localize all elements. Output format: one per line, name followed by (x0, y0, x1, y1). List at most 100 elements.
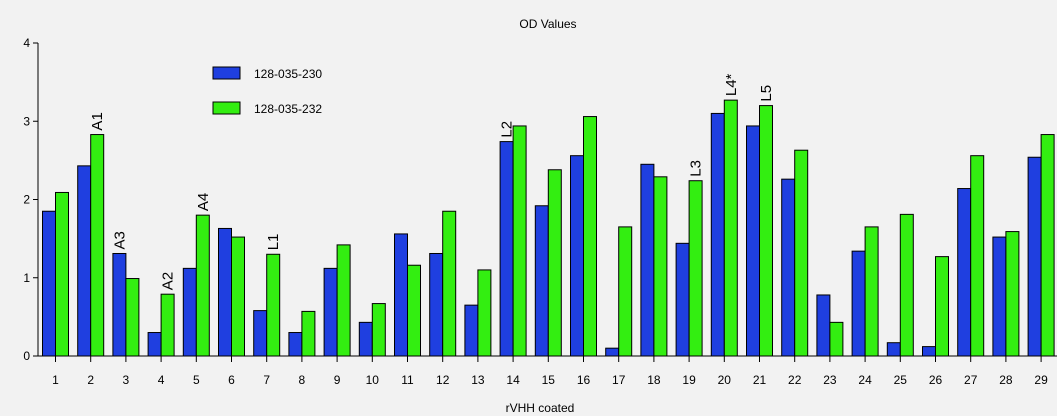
x-tick-label: 5 (193, 373, 200, 387)
x-tick-label: 19 (682, 373, 696, 387)
bar-series1-28 (992, 236, 1007, 357)
annotation-label: L3 (688, 160, 705, 177)
bar-series2-15 (547, 169, 562, 357)
bar-series2-9 (336, 244, 351, 357)
x-tick-label: 7 (263, 373, 270, 387)
x-tick-label: 16 (577, 373, 591, 387)
bar-series1-20 (710, 112, 725, 357)
x-tick-label: 29 (1034, 373, 1048, 387)
bar-series1-7 (253, 310, 268, 357)
bar-series2-4 (160, 293, 175, 357)
bar-series2-26 (935, 256, 949, 357)
legend-swatch (212, 66, 241, 80)
bar-series1-19 (675, 242, 690, 357)
bar-series1-4 (147, 332, 162, 357)
bar-series2-24 (864, 226, 879, 357)
x-axis: 1 2 3 4 5 6 7 8 9 10 11 12 13 14 15 16 17 18 19 20 21 22 23 24 2… (38, 355, 1057, 387)
x-tick-label: 24 (858, 373, 872, 387)
bar-series2-13 (477, 269, 492, 357)
x-tick-label: 20 (718, 373, 732, 387)
bar-series2-17 (618, 226, 633, 357)
bar-series2-12 (442, 210, 457, 357)
y-tick-label: 4 (23, 36, 30, 50)
bar-series2-27 (970, 155, 985, 357)
x-tick-label: 25 (894, 373, 908, 387)
x-tick-label: 10 (366, 373, 380, 387)
x-tick-label: 6 (228, 373, 235, 387)
bar-series2-22 (794, 149, 809, 357)
bar-series1-3 (112, 252, 127, 357)
bar-series2-2 (90, 134, 105, 357)
y-tick-label: 0 (23, 349, 30, 363)
bar-series1-15 (534, 205, 549, 357)
bar-series2-11 (407, 264, 421, 357)
x-tick-label: 12 (436, 373, 450, 387)
annotation-label: L4* (723, 73, 740, 96)
x-tick-label: 22 (788, 373, 802, 387)
bar-series2-18 (653, 176, 668, 357)
bar-series1-11 (394, 233, 408, 357)
bar-series2-14 (512, 125, 527, 357)
bar-series2-5 (195, 214, 210, 357)
legend: 128-035-230 128-035-232 (212, 66, 322, 116)
x-tick-label: 3 (123, 373, 130, 387)
bar-series1-27 (957, 188, 972, 357)
bar-series2-3 (125, 278, 140, 357)
legend-label: 128-035-230 (254, 67, 322, 81)
bar-series2-8 (301, 310, 316, 357)
x-tick-label: 23 (823, 373, 837, 387)
x-tick-label: 26 (929, 373, 943, 387)
annotation-label: L5 (758, 85, 775, 102)
annotation-label: A4 (195, 193, 212, 211)
y-tick-label: 3 (23, 114, 30, 128)
x-tick-label: 17 (612, 373, 626, 387)
bar-series1-17 (605, 347, 620, 357)
x-tick-label: 1 (52, 373, 59, 387)
legend-swatch (212, 101, 241, 115)
x-tick-label: 15 (542, 373, 556, 387)
bar-series1-26 (922, 346, 936, 357)
bar-series1-9 (323, 267, 338, 357)
x-tick-label: 9 (334, 373, 341, 387)
bar-series2-25 (899, 213, 914, 357)
annotation-label: L2 (499, 121, 516, 138)
x-tick-label: 28 (999, 373, 1013, 387)
x-tick-label: 21 (753, 373, 767, 387)
bar-series2-20 (723, 99, 738, 357)
legend-label: 128-035-232 (254, 102, 322, 116)
x-tick-label: 2 (87, 373, 94, 387)
x-tick-label: 4 (158, 373, 165, 387)
chart-title: OD Values (519, 17, 576, 31)
bar-series1-6 (218, 227, 232, 357)
x-tick-label: 13 (471, 373, 485, 387)
bar-series2-7 (266, 253, 281, 357)
y-axis: 0 1 2 3 4 (23, 36, 39, 363)
bar-series1-14 (499, 141, 514, 357)
bar-series2-1 (55, 191, 69, 357)
annotation-label: L1 (265, 234, 282, 251)
bar-series1-1 (42, 210, 56, 357)
bar-series1-29 (1027, 156, 1042, 357)
bar-series1-24 (851, 250, 866, 357)
bar-series1-23 (816, 294, 831, 357)
bar-series2-10 (371, 303, 386, 357)
x-tick-label: 8 (299, 373, 306, 387)
bar-series2-29 (1040, 134, 1055, 357)
bar-series2-28 (1005, 231, 1020, 357)
bar-series2-19 (688, 180, 703, 357)
annotation-label: A2 (160, 272, 177, 290)
y-tick-label: 2 (23, 193, 30, 207)
bar-series1-22 (781, 178, 796, 357)
bar-series1-12 (429, 252, 444, 357)
bar-series1-5 (182, 267, 197, 357)
bars (42, 99, 1055, 357)
bar-series2-21 (759, 105, 773, 357)
bar-series1-10 (358, 321, 373, 357)
x-tick-label: 14 (506, 373, 520, 387)
bar-series1-25 (886, 342, 901, 357)
y-tick-label: 1 (23, 271, 30, 285)
x-tick-label: 18 (647, 373, 661, 387)
annotation-label: A1 (89, 112, 106, 130)
bar-series1-16 (570, 155, 584, 357)
